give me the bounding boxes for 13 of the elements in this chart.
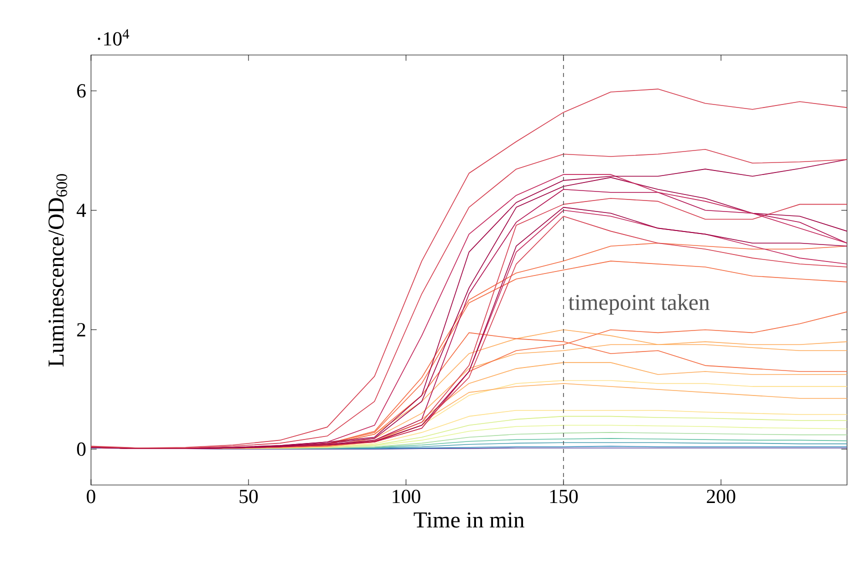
y-axis-title: Luminescence/OD$_{600}$ — [48, 174, 68, 367]
x-tick-label: 0 — [86, 490, 96, 504]
x-tick-label: 50 — [240, 490, 258, 504]
x-axis-title: Time in min — [414, 512, 524, 528]
x-tick-label: 200 — [706, 490, 736, 504]
y-tick-label: 0 — [77, 442, 86, 456]
ref-line-label: timepoint taken — [568, 294, 710, 315]
x-tick-label: 100 — [392, 490, 420, 504]
y-tick-label: 2 — [77, 323, 86, 336]
text: ·10$^{4}$ — [98, 29, 130, 46]
x-tick-label: 150 — [550, 490, 578, 504]
y-tick-label: 6 — [77, 84, 86, 98]
y-tick-label: 4 — [76, 204, 86, 217]
